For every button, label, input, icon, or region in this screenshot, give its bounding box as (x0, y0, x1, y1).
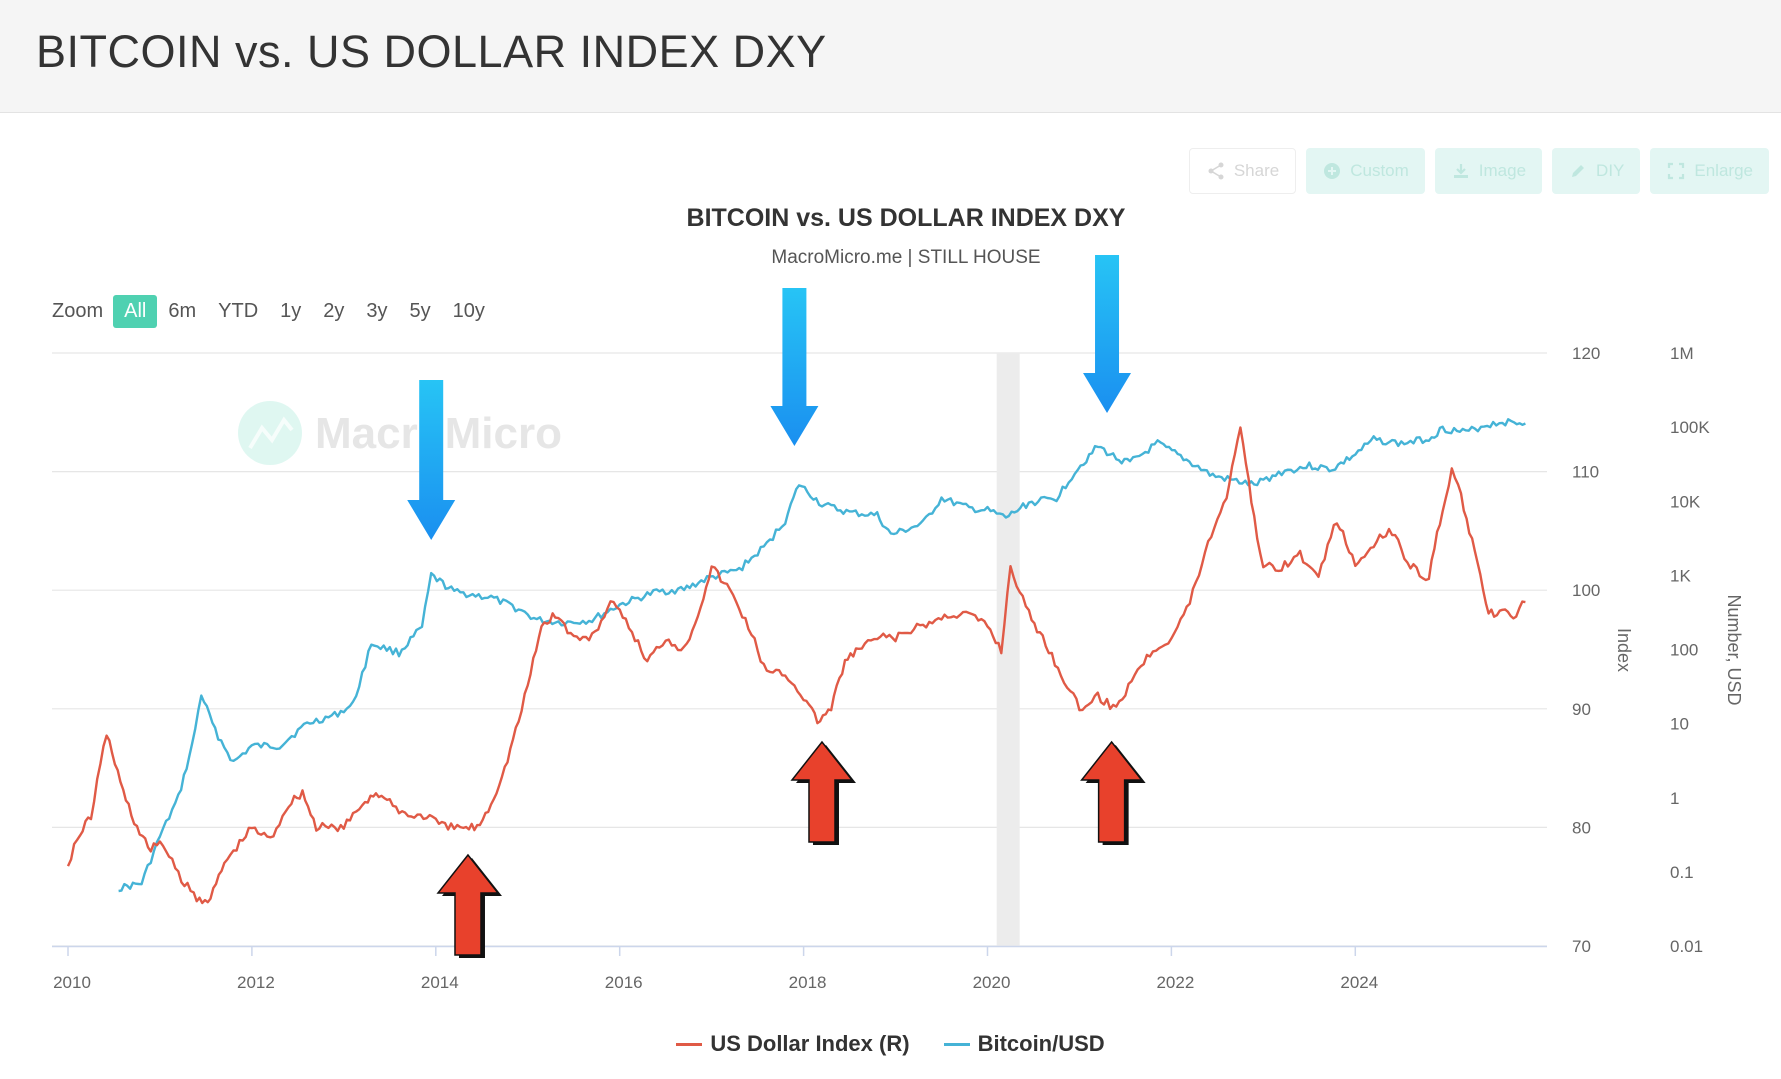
bitcoin-series (118, 418, 1526, 893)
arrow-up-2 (790, 740, 856, 845)
plus-circle-icon (1322, 161, 1342, 181)
diy-button[interactable]: DIY (1552, 148, 1641, 194)
legend-item-dxy[interactable]: US Dollar Index (R) (676, 1031, 910, 1057)
arrow-down-3 (1083, 255, 1132, 413)
y-right-tick-label: 100 (1670, 641, 1698, 660)
arrow-down-2 (770, 288, 819, 446)
zoom-6m-button[interactable]: 6m (168, 300, 197, 322)
blue-down-arrow-icon (770, 288, 819, 446)
watermark: MacroMicro (238, 401, 562, 465)
bitcoin-line (118, 418, 1526, 893)
zoom-3y-button[interactable]: 3y (366, 300, 388, 322)
red-up-arrow-icon (436, 853, 500, 956)
share-icon (1206, 161, 1226, 181)
page-header: BITCOIN vs. US DOLLAR INDEX DXY (0, 0, 1781, 113)
x-tick-label: 2014 (421, 973, 459, 992)
chart-title: BITCOIN vs. US DOLLAR INDEX DXY (686, 204, 1126, 232)
legend-label-btc: Bitcoin/USD (977, 1031, 1105, 1056)
custom-label: Custom (1350, 161, 1409, 180)
x-tick-label: 2012 (237, 973, 275, 992)
x-tick-label: 2022 (1156, 973, 1194, 992)
x-tick-label: 2010 (53, 973, 91, 992)
legend-swatch-dxy (676, 1042, 703, 1046)
download-icon (1451, 161, 1471, 181)
zoom-5y-button[interactable]: 5y (409, 300, 431, 322)
dxy-line (66, 426, 1526, 905)
arrow-up-1 (436, 853, 502, 958)
page-title: BITCOIN vs. US DOLLAR INDEX DXY (36, 26, 827, 77)
y-right-tick-label: 0.1 (1670, 863, 1694, 882)
share-button[interactable]: Share (1188, 148, 1297, 194)
zoom-1y-button[interactable]: 1y (280, 300, 302, 322)
legend-swatch-btc (943, 1042, 970, 1046)
shaded-region (996, 353, 1020, 946)
zoom-selector: Zoom All 6m YTD 1y 2y 3y 5y 10y (52, 295, 496, 328)
y-right-tick-label: 10 (1670, 715, 1689, 734)
pencil-icon (1568, 161, 1588, 181)
x-tick-label: 2016 (605, 973, 643, 992)
arrow-up-3 (1080, 740, 1146, 845)
enlarge-button[interactable]: Enlarge (1650, 148, 1769, 194)
x-tick-label: 2018 (789, 973, 827, 992)
zoom-ytd-button[interactable]: YTD (218, 300, 259, 322)
y-right-tick-label: 1K (1670, 566, 1691, 585)
y-left-tick-label: 80 (1572, 818, 1591, 837)
zoom-2y-button[interactable]: 2y (323, 300, 345, 322)
y-right-tick-label: 100K (1670, 418, 1710, 437)
diy-label: DIY (1596, 161, 1625, 180)
chart-toolbar: Share Custom Image DIY Enlarge (1188, 148, 1769, 194)
blue-down-arrow-icon (1083, 255, 1132, 413)
y-right-axis-title: Number, USD (1724, 594, 1744, 705)
y-left-tick-label: 110 (1572, 463, 1599, 482)
chart-subtitle: MacroMicro.me | STILL HOUSE (771, 247, 1041, 268)
zoom-label: Zoom (52, 300, 104, 322)
y-left-tick-label: 70 (1572, 937, 1591, 956)
x-tick-label: 2020 (973, 973, 1011, 992)
macromicro-logo-icon (238, 401, 302, 465)
arrow-down-1 (407, 380, 456, 540)
legend-label-dxy: US Dollar Index (R) (710, 1031, 910, 1056)
chart-legend: US Dollar Index (R) Bitcoin/USD (0, 1031, 1781, 1057)
y-right-tick-label: 0.01 (1670, 937, 1703, 956)
legend-item-btc[interactable]: Bitcoin/USD (943, 1031, 1105, 1057)
y-right-tick-label: 10K (1670, 492, 1701, 511)
expand-icon (1666, 161, 1686, 181)
zoom-10y-button[interactable]: 10y (452, 300, 485, 322)
zoom-all-button[interactable]: All (113, 295, 158, 328)
annotation-arrows (407, 255, 1146, 958)
share-label: Share (1233, 161, 1280, 180)
red-up-arrow-icon (790, 740, 854, 843)
custom-button[interactable]: Custom (1306, 148, 1425, 194)
y-left-tick-label: 90 (1572, 700, 1591, 719)
y-left-tick-label: 120 (1572, 344, 1600, 363)
enlarge-label: Enlarge (1694, 161, 1753, 180)
image-button[interactable]: Image (1434, 148, 1543, 194)
blue-down-arrow-icon (407, 380, 456, 540)
x-tick-label: 2024 (1340, 973, 1378, 992)
image-label: Image (1478, 161, 1527, 180)
axes: 7080901001101200.010.11101001K10K100K1MI… (52, 344, 1744, 992)
y-left-axis-title: Index (1614, 628, 1634, 672)
y-left-tick-label: 100 (1572, 581, 1600, 600)
y-right-tick-label: 1M (1670, 344, 1694, 363)
red-up-arrow-icon (1080, 740, 1144, 843)
dxy-series (66, 426, 1526, 905)
y-right-tick-label: 1 (1670, 789, 1679, 808)
